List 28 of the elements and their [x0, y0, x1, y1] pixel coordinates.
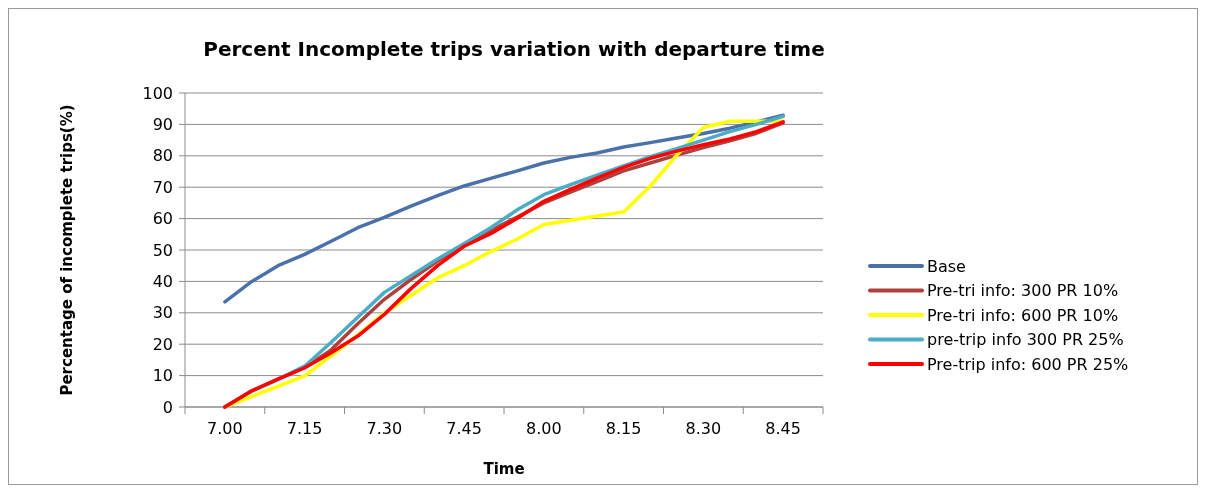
y-tick-label: 10: [152, 366, 173, 386]
x-tick-label: 8.30: [685, 419, 722, 438]
y-tick-label: 80: [152, 146, 173, 166]
x-tick-label: 8.15: [605, 419, 642, 438]
y-axis-title: Percentage of incomplete trips(%): [58, 104, 76, 396]
x-tick-label: 7.45: [446, 419, 482, 438]
x-tick-label: 8.00: [526, 419, 562, 438]
x-tick-label: 8.45: [765, 419, 801, 438]
legend-label: Pre-tri info: 600 PR 10%: [927, 305, 1119, 325]
y-tick-label: 40: [152, 272, 173, 291]
y-tick-label: 70: [152, 177, 173, 197]
legend-label: Base: [927, 256, 966, 276]
y-tick-label: 100: [142, 83, 173, 103]
x-tick-label: 7.00: [207, 419, 243, 438]
line-series: [223, 113, 785, 304]
y-tick-label: 60: [152, 209, 173, 229]
x-tick-label: 7.30: [366, 419, 403, 438]
y-tick-label: 30: [152, 303, 173, 323]
legend-label: Pre-tri info: 300 PR 10%: [927, 281, 1119, 301]
x-axis-title: Time: [483, 460, 525, 478]
legend-label: pre-trip info 300 PR 25%: [927, 330, 1124, 350]
x-tick-label: 7.15: [286, 419, 323, 438]
legend-label: Pre-trip info: 600 PR 25%: [927, 354, 1129, 374]
y-tick-label: 90: [152, 115, 173, 134]
y-tick-label: 0: [162, 397, 173, 417]
chart-title: Percent Incomplete trips variation with departure time: [203, 37, 825, 61]
y-tick-label: 50: [152, 240, 173, 260]
y-tick-label: 20: [152, 334, 173, 354]
